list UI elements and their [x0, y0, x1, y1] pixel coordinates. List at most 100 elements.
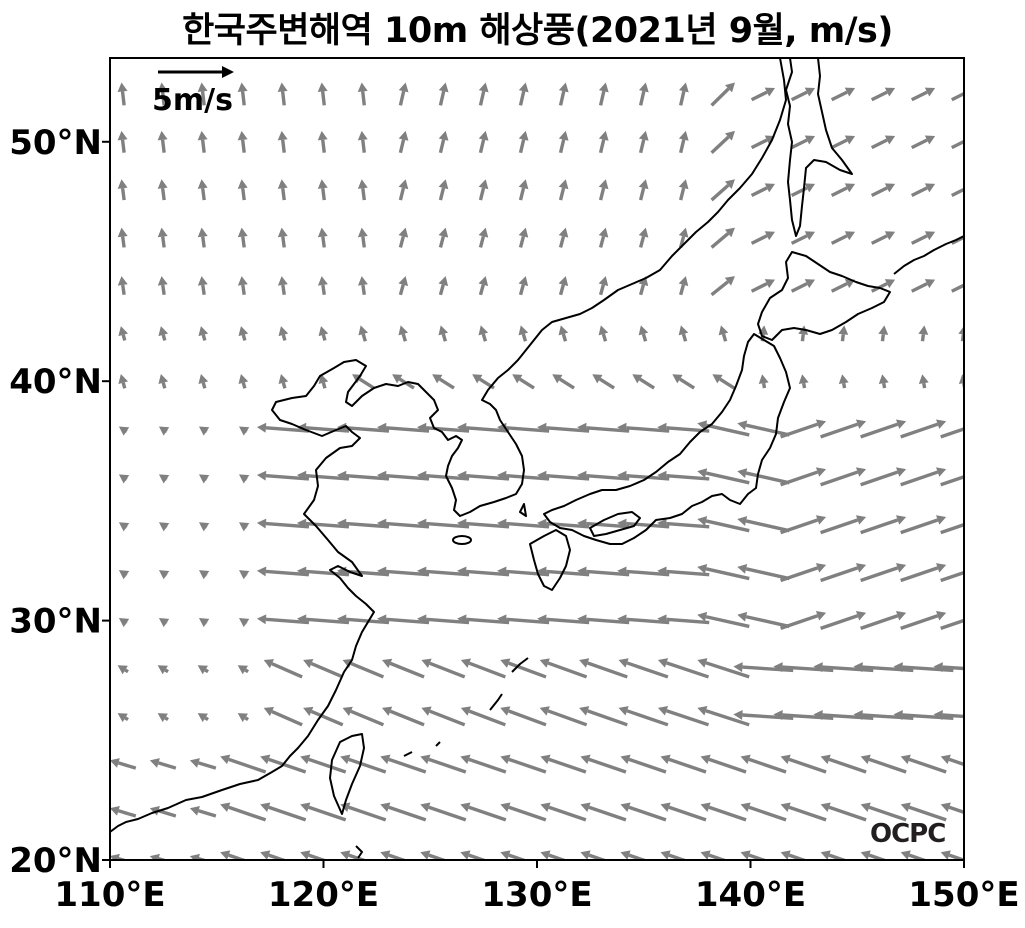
- wind-vector: [580, 754, 627, 774]
- wind-vector: [512, 374, 535, 390]
- wind-vector: [740, 802, 787, 822]
- wind-vector: [678, 179, 689, 201]
- wind-vector: [357, 227, 368, 248]
- x-axis-labels: 110°E 120°E 130°E 140°E 150°E: [54, 875, 1019, 915]
- wind-vector: [540, 850, 569, 860]
- wind-vector: [303, 658, 344, 679]
- wind-vector: [900, 754, 947, 774]
- wind-vector: [870, 231, 896, 245]
- wind-vector: [357, 82, 368, 106]
- wind-vector: [500, 850, 529, 860]
- wind-vector: [558, 82, 569, 106]
- wind-vector: [478, 179, 489, 201]
- wind-vector: [697, 658, 750, 679]
- wind-vector: [460, 658, 506, 679]
- wind-vector: [300, 754, 347, 774]
- wind-vector: [197, 130, 208, 153]
- wind-vector: [710, 227, 735, 249]
- wind-vector: [910, 87, 936, 102]
- wind-vector: [540, 802, 587, 822]
- wind-vector: [750, 183, 776, 198]
- wind-vector: [318, 326, 329, 341]
- wind-vector: [657, 566, 710, 577]
- wind-vector: [238, 374, 249, 389]
- wind-vector: [256, 518, 310, 529]
- wind-vector: [317, 276, 328, 296]
- wind-vector: [457, 470, 510, 481]
- wind-vector: [478, 130, 489, 154]
- wind-vector: [256, 614, 310, 625]
- wind-vector: [380, 850, 409, 860]
- wind-vector: [237, 82, 248, 106]
- wind-vector: [377, 566, 430, 577]
- wind-vector: [618, 658, 669, 679]
- wind-vector: [117, 713, 129, 723]
- wind-vector: [580, 850, 609, 860]
- wind-vector: [417, 614, 470, 625]
- wind-vector: [558, 227, 569, 248]
- wind-vector: [277, 276, 288, 296]
- wind-vector: [773, 710, 834, 721]
- wind-vector: [398, 227, 409, 248]
- wind-vector: [537, 470, 590, 481]
- wind-vector: [780, 850, 809, 860]
- wind-vector: [358, 325, 369, 342]
- wind-vector: [539, 706, 588, 727]
- wind-vector: [398, 179, 409, 201]
- wind-vector: [618, 706, 669, 727]
- wind-vector: [198, 570, 210, 580]
- wind-vector: [870, 183, 896, 198]
- sakhalin-coastline: [785, 58, 853, 237]
- wind-vector: [380, 802, 427, 822]
- wind-vector: [220, 754, 267, 774]
- wind-vector: [617, 566, 670, 577]
- wind-vector: [697, 705, 750, 727]
- wind-vector: [277, 179, 288, 201]
- wind-vector: [421, 658, 466, 679]
- wind-vector: [733, 710, 794, 721]
- wind-vector: [158, 326, 169, 341]
- wind-vector: [697, 611, 750, 629]
- wind-vector: [438, 325, 449, 342]
- wind-vector: [300, 850, 329, 860]
- wind-vector: [303, 706, 344, 727]
- wind-vector: [638, 325, 649, 342]
- wind-vector: [657, 470, 710, 481]
- wind-vector: [380, 754, 427, 774]
- wind-vector: [377, 518, 430, 529]
- wind-vector: [838, 374, 849, 389]
- wind-vector: [537, 566, 590, 577]
- wind-vector: [237, 713, 250, 723]
- wind-vector: [860, 563, 907, 583]
- wind-vector: [417, 566, 470, 577]
- wind-vector: [710, 179, 735, 202]
- wind-vector: [377, 614, 430, 625]
- wind-vector: [158, 474, 170, 484]
- wind-vector: [157, 179, 168, 201]
- wind-vector: [780, 467, 827, 487]
- wind-vector: [239, 522, 250, 532]
- wind-vector: [392, 374, 415, 390]
- x-tick-label: 150°E: [908, 875, 1019, 915]
- wind-vector: [678, 325, 689, 342]
- wind-vector: [660, 850, 689, 860]
- plot-frame: [109, 57, 965, 861]
- wind-vector: [737, 516, 790, 533]
- x-tick-label: 110°E: [54, 875, 165, 915]
- wind-vector: [790, 135, 816, 150]
- wind-vector: [638, 130, 649, 154]
- wind-vector: [910, 135, 936, 150]
- wind-vector: [197, 665, 209, 675]
- wind-vector: [598, 227, 609, 248]
- wind-vector: [500, 658, 547, 679]
- wind-vector: [813, 710, 874, 721]
- wind-vector: [750, 279, 776, 293]
- wind-vector: [820, 515, 867, 535]
- wind-vector: [158, 570, 170, 580]
- wind-vector: [933, 662, 964, 673]
- wind-vector: [340, 850, 369, 860]
- wind-vector: [598, 82, 609, 106]
- wind-vector: [710, 276, 735, 297]
- wind-vector: [910, 231, 936, 245]
